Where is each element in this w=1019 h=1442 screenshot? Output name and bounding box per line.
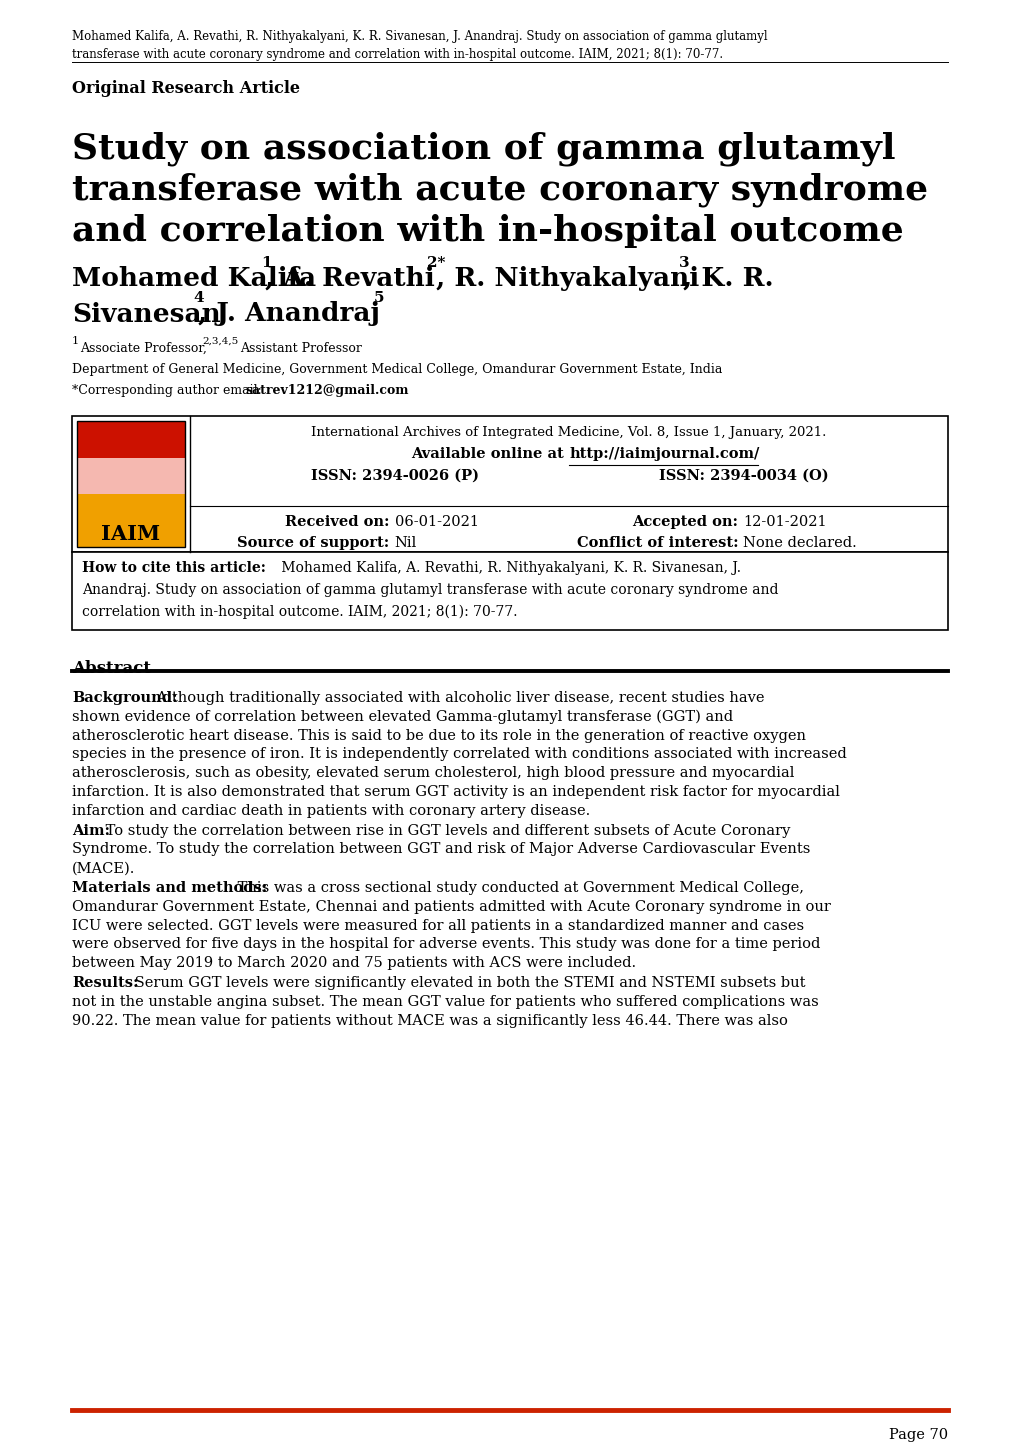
Text: Page 70: Page 70 bbox=[888, 1428, 947, 1442]
Text: (MACE).: (MACE). bbox=[72, 861, 136, 875]
Text: ICU were selected. GGT levels were measured for all patients in a standardized m: ICU were selected. GGT levels were measu… bbox=[72, 919, 803, 933]
Text: Study on association of gamma glutamyl: Study on association of gamma glutamyl bbox=[72, 131, 895, 166]
Text: ISSN: 2394-0026 (P): ISSN: 2394-0026 (P) bbox=[311, 469, 478, 483]
Text: Results:: Results: bbox=[72, 976, 139, 991]
Text: , K. R.: , K. R. bbox=[683, 265, 773, 290]
Text: ISSN: 2394-0034 (O): ISSN: 2394-0034 (O) bbox=[658, 469, 827, 483]
Text: How to cite this article:: How to cite this article: bbox=[82, 561, 266, 574]
Text: 1: 1 bbox=[261, 255, 271, 270]
Bar bbox=[76, 421, 184, 493]
Text: Materials and methods:: Materials and methods: bbox=[72, 881, 267, 895]
Text: None declared.: None declared. bbox=[743, 535, 856, 549]
Text: species in the presence of iron. It is independently correlated with conditions : species in the presence of iron. It is i… bbox=[72, 747, 846, 761]
Text: Serum GGT levels were significantly elevated in both the STEMI and NSTEMI subset: Serum GGT levels were significantly elev… bbox=[130, 976, 805, 991]
Bar bbox=[72, 551, 947, 630]
Text: 5: 5 bbox=[373, 291, 383, 306]
Text: Anandraj. Study on association of gamma glutamyl transferase with acute coronary: Anandraj. Study on association of gamma … bbox=[82, 583, 777, 597]
Text: , A. Revathi: , A. Revathi bbox=[265, 265, 435, 290]
Text: Conflict of interest:: Conflict of interest: bbox=[576, 535, 743, 549]
Text: To study the correlation between rise in GGT levels and different subsets of Acu: To study the correlation between rise in… bbox=[101, 823, 790, 838]
Text: 90.22. The mean value for patients without MACE was a significantly less 46.44. : 90.22. The mean value for patients witho… bbox=[72, 1014, 787, 1028]
Text: Although traditionally associated with alcoholic liver disease, recent studies h: Although traditionally associated with a… bbox=[152, 691, 764, 705]
Text: 3: 3 bbox=[679, 255, 689, 270]
Text: Sivanesan: Sivanesan bbox=[72, 301, 220, 326]
Text: satrev1212@gmail.com: satrev1212@gmail.com bbox=[246, 384, 409, 397]
Bar bbox=[76, 493, 184, 547]
Bar bbox=[72, 415, 947, 551]
Text: This was a cross sectional study conducted at Government Medical College,: This was a cross sectional study conduct… bbox=[232, 881, 803, 895]
Text: and correlation with in-hospital outcome: and correlation with in-hospital outcome bbox=[72, 213, 903, 248]
Text: 12-01-2021: 12-01-2021 bbox=[743, 515, 826, 529]
Text: IAIM: IAIM bbox=[101, 523, 160, 544]
Text: http://iaimjournal.com/: http://iaimjournal.com/ bbox=[569, 447, 758, 461]
Text: 4: 4 bbox=[194, 291, 204, 306]
Text: Assistant Professor: Assistant Professor bbox=[240, 342, 362, 355]
Text: Mohamed Kalifa: Mohamed Kalifa bbox=[72, 265, 316, 290]
Text: Available online at: Available online at bbox=[411, 447, 569, 461]
Text: between May 2019 to March 2020 and 75 patients with ACS were included.: between May 2019 to March 2020 and 75 pa… bbox=[72, 956, 636, 970]
Bar bbox=[76, 421, 184, 547]
Text: Accepted on:: Accepted on: bbox=[632, 515, 743, 529]
Text: Mohamed Kalifa, A. Revathi, R. Nithyakalyani, K. R. Sivanesan, J.: Mohamed Kalifa, A. Revathi, R. Nithyakal… bbox=[277, 561, 740, 574]
Bar bbox=[76, 421, 184, 459]
Text: Original Research Article: Original Research Article bbox=[72, 79, 300, 97]
Text: infarction and cardiac death in patients with coronary artery disease.: infarction and cardiac death in patients… bbox=[72, 803, 590, 818]
Text: International Archives of Integrated Medicine, Vol. 8, Issue 1, January, 2021.: International Archives of Integrated Med… bbox=[311, 425, 825, 438]
Text: transferase with acute coronary syndrome: transferase with acute coronary syndrome bbox=[72, 173, 927, 208]
Text: Abstract: Abstract bbox=[72, 659, 151, 676]
Text: atherosclerosis, such as obesity, elevated serum cholesterol, high blood pressur: atherosclerosis, such as obesity, elevat… bbox=[72, 766, 794, 780]
Text: transferase with acute coronary syndrome and correlation with in-hospital outcom: transferase with acute coronary syndrome… bbox=[72, 48, 722, 61]
Text: , R. Nithyakalyani: , R. Nithyakalyani bbox=[435, 265, 699, 290]
Text: *Corresponding author email:: *Corresponding author email: bbox=[72, 384, 266, 397]
Text: , J. Anandraj: , J. Anandraj bbox=[198, 301, 379, 326]
Text: Aim:: Aim: bbox=[72, 823, 110, 838]
Text: were observed for five days in the hospital for adverse events. This study was d: were observed for five days in the hospi… bbox=[72, 937, 819, 952]
Text: 2,3,4,5: 2,3,4,5 bbox=[203, 336, 238, 346]
Text: 1: 1 bbox=[72, 336, 79, 346]
Text: Nil: Nil bbox=[394, 535, 417, 549]
Text: Syndrome. To study the correlation between GGT and risk of Major Adverse Cardiov: Syndrome. To study the correlation betwe… bbox=[72, 842, 809, 857]
Text: shown evidence of correlation between elevated Gamma-glutamyl transferase (GGT) : shown evidence of correlation between el… bbox=[72, 709, 733, 724]
Text: not in the unstable angina subset. The mean GGT value for patients who suffered : not in the unstable angina subset. The m… bbox=[72, 995, 818, 1009]
Text: Received on:: Received on: bbox=[284, 515, 394, 529]
Text: 2*: 2* bbox=[427, 255, 445, 270]
Text: correlation with in-hospital outcome. IAIM, 2021; 8(1): 70-77.: correlation with in-hospital outcome. IA… bbox=[82, 604, 517, 619]
Text: Mohamed Kalifa, A. Revathi, R. Nithyakalyani, K. R. Sivanesan, J. Anandraj. Stud: Mohamed Kalifa, A. Revathi, R. Nithyakal… bbox=[72, 30, 767, 43]
Text: Associate Professor,: Associate Professor, bbox=[81, 342, 211, 355]
Text: Department of General Medicine, Government Medical College, Omandurar Government: Department of General Medicine, Governme… bbox=[72, 362, 721, 375]
Text: Omandurar Government Estate, Chennai and patients admitted with Acute Coronary s: Omandurar Government Estate, Chennai and… bbox=[72, 900, 830, 914]
Text: 06-01-2021: 06-01-2021 bbox=[394, 515, 478, 529]
Text: infarction. It is also demonstrated that serum GGT activity is an independent ri: infarction. It is also demonstrated that… bbox=[72, 784, 839, 799]
Text: Background:: Background: bbox=[72, 691, 177, 705]
Text: atherosclerotic heart disease. This is said to be due to its role in the generat: atherosclerotic heart disease. This is s… bbox=[72, 728, 805, 743]
Text: Source of support:: Source of support: bbox=[237, 535, 394, 549]
